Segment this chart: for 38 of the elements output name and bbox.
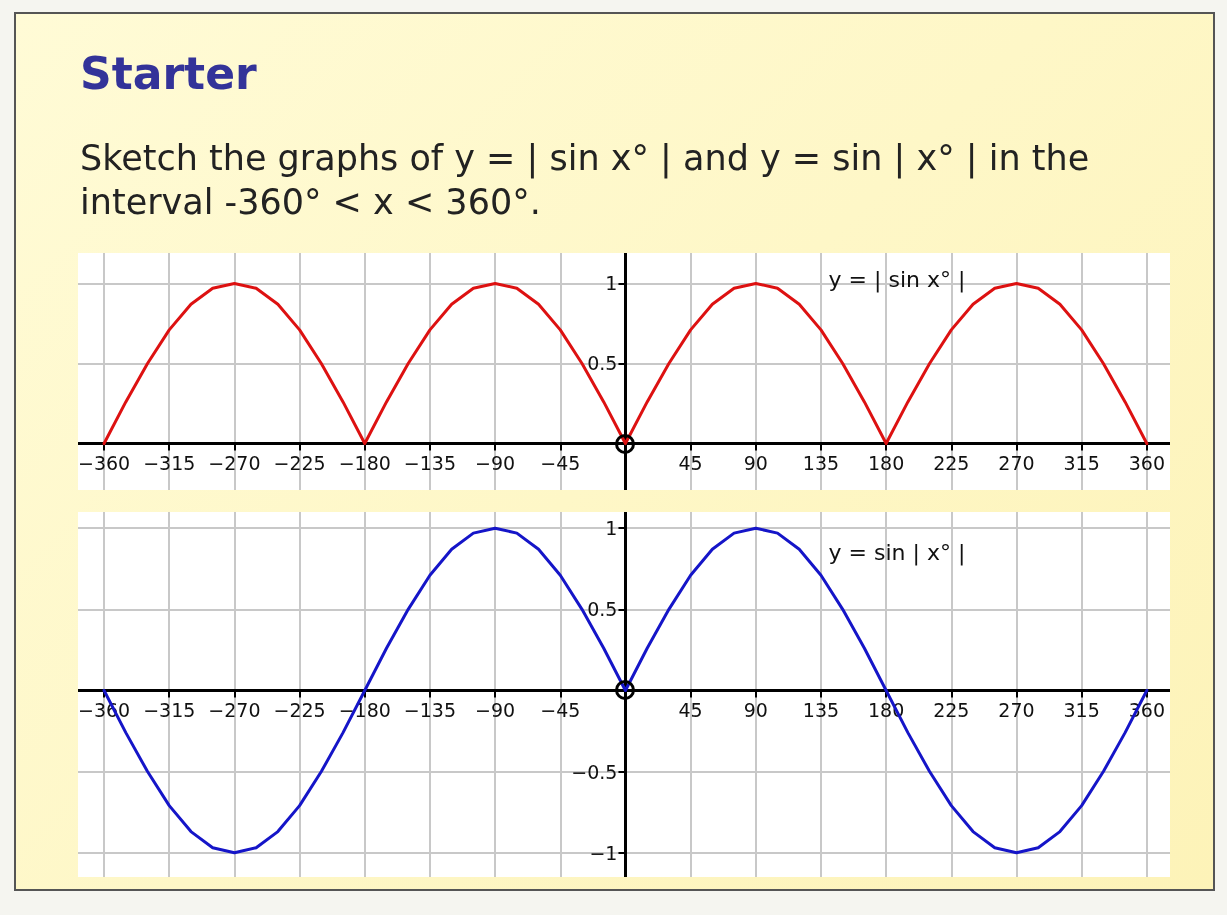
x-tick-label: 360 <box>1128 452 1165 475</box>
x-tick-label: 135 <box>802 698 840 721</box>
y-tick-label: −1 <box>589 841 618 864</box>
x-tick-label: 225 <box>933 698 970 721</box>
x-tick-label: −135 <box>403 698 457 721</box>
x-tick-label: −45 <box>540 452 581 475</box>
x-tick-label: 90 <box>743 452 768 475</box>
annotation: y = sin | x° | <box>828 539 966 566</box>
x-tick-label: −225 <box>273 698 326 721</box>
x-tick-label: −225 <box>273 452 326 475</box>
x-tick-label: −360 <box>77 452 131 475</box>
x-tick-label: −135 <box>403 452 457 475</box>
x-tick-label: 270 <box>998 698 1035 721</box>
y-tick-label: 1 <box>605 517 618 540</box>
x-tick-label: −90 <box>475 452 516 475</box>
chart-title: Starter <box>80 48 257 99</box>
x-tick-label: −45 <box>540 698 581 721</box>
x-tick-label: −315 <box>143 698 196 721</box>
x-tick-label: 225 <box>933 452 970 475</box>
x-tick-label: 90 <box>743 698 768 721</box>
y-tick-label: 1 <box>605 272 618 295</box>
y-tick-label: 0.5 <box>587 598 618 621</box>
y-tick-label: −0.5 <box>571 760 618 783</box>
x-tick-label: 45 <box>678 698 703 721</box>
annotation: y = | sin x° | <box>828 266 966 293</box>
x-tick-label: 270 <box>998 452 1035 475</box>
x-tick-label: −315 <box>143 452 196 475</box>
x-tick-label: 45 <box>678 452 703 475</box>
x-tick-label: 180 <box>868 452 905 475</box>
chart-subtitle: Sketch the graphs of y = | sin x° | and y = sin | x° | in the interval -360° < x < 360°. <box>80 137 1091 224</box>
x-tick-label: 315 <box>1063 698 1100 721</box>
x-tick-label: 135 <box>802 452 840 475</box>
x-tick-label: −180 <box>338 452 391 475</box>
x-tick-label: −270 <box>208 452 261 475</box>
x-tick-label: 315 <box>1063 452 1100 475</box>
x-tick-label: −90 <box>475 698 516 721</box>
y-tick-label: 0.5 <box>587 352 618 375</box>
x-tick-label: −270 <box>208 698 261 721</box>
